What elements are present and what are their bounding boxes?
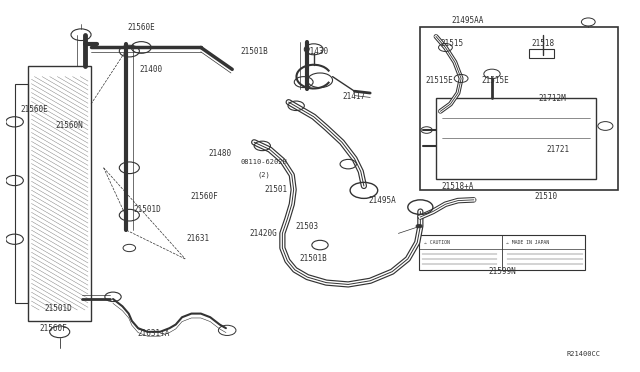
Text: 21518: 21518 <box>531 39 554 48</box>
Text: 21560E: 21560E <box>20 105 49 114</box>
Text: 21501D: 21501D <box>134 205 161 214</box>
Text: 21599N: 21599N <box>488 267 516 276</box>
Text: 21495AA: 21495AA <box>451 16 484 25</box>
Text: 21560F: 21560F <box>190 192 218 201</box>
Text: 21430: 21430 <box>305 46 328 55</box>
Text: 21560N: 21560N <box>55 121 83 130</box>
Text: 21510: 21510 <box>534 192 557 201</box>
Text: 21560E: 21560E <box>127 23 155 32</box>
Text: 21501B: 21501B <box>300 254 328 263</box>
Text: 21503: 21503 <box>296 222 319 231</box>
Text: 21417: 21417 <box>343 92 366 101</box>
Text: 21400: 21400 <box>139 65 162 74</box>
Bar <box>15 84 28 303</box>
Text: (2): (2) <box>257 172 270 178</box>
Text: ⚠ CAUTION: ⚠ CAUTION <box>424 240 450 245</box>
Text: 21501B: 21501B <box>240 46 268 55</box>
Text: R21400CC: R21400CC <box>566 351 600 357</box>
Text: 21515E: 21515E <box>482 76 509 85</box>
Text: 08110-6202H: 08110-6202H <box>240 159 287 165</box>
Text: 21518+A: 21518+A <box>442 182 474 190</box>
Text: 21495A: 21495A <box>369 196 397 205</box>
Text: 21560F: 21560F <box>40 324 67 333</box>
Text: 21515E: 21515E <box>426 76 453 85</box>
Bar <box>529 49 554 58</box>
Text: 21631: 21631 <box>186 234 209 243</box>
Bar <box>420 28 618 190</box>
Text: 21501D: 21501D <box>44 304 72 312</box>
Text: 21420G: 21420G <box>250 229 277 238</box>
Text: 21631+A: 21631+A <box>138 329 170 338</box>
Bar <box>419 235 586 270</box>
Text: 21721: 21721 <box>547 145 570 154</box>
Text: 21501: 21501 <box>264 185 287 194</box>
Text: 21480: 21480 <box>208 149 231 158</box>
Bar <box>436 97 596 179</box>
Text: ⚠ MADE IN JAPAN: ⚠ MADE IN JAPAN <box>506 240 548 245</box>
Text: 21515: 21515 <box>440 39 463 48</box>
Bar <box>28 66 91 321</box>
Circle shape <box>416 224 422 228</box>
Text: 21712M: 21712M <box>538 94 566 103</box>
